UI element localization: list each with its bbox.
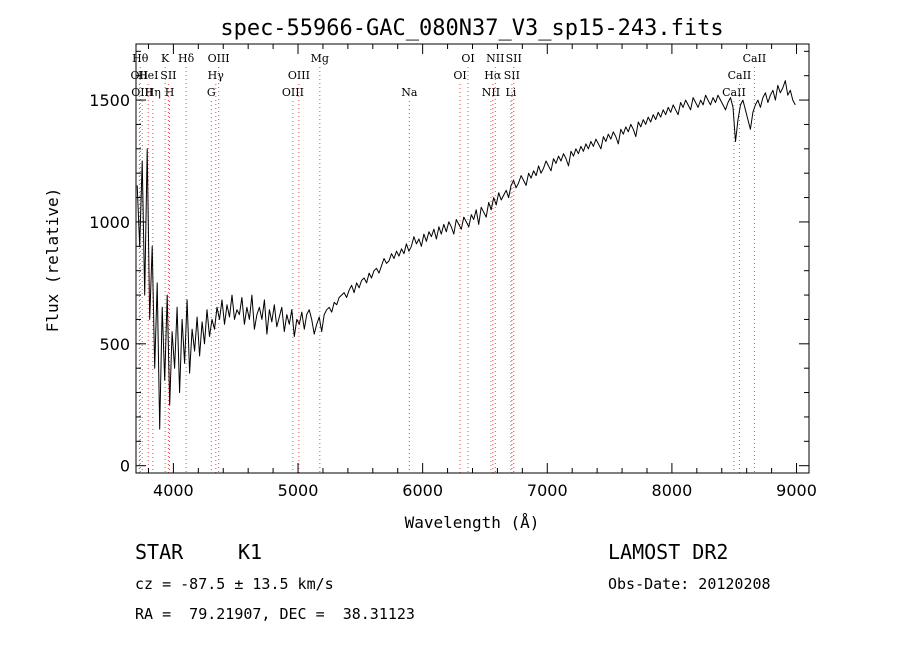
- line-marker-label: Na: [401, 86, 418, 99]
- x-tick-label: 5000: [278, 481, 319, 500]
- line-marker-label: HeI: [138, 69, 158, 82]
- plot-frame: [135, 43, 810, 474]
- y-tick-label: 500: [99, 335, 130, 354]
- line-marker-label: CaII: [728, 69, 752, 82]
- line-marker-label: Hα: [484, 69, 502, 82]
- line-marker-label: SII: [160, 69, 176, 82]
- line-marker-label: Li: [505, 86, 516, 99]
- y-tick-label: 1000: [89, 213, 130, 232]
- x-tick-label: 8000: [652, 481, 693, 500]
- line-marker-label: CaII: [743, 52, 767, 65]
- x-tick-label: 7000: [527, 481, 568, 500]
- x-tick-label: 9000: [776, 481, 817, 500]
- star-subclass: K1: [238, 540, 263, 564]
- survey-name: LAMOST DR2: [608, 540, 729, 564]
- line-marker-label: NII: [482, 86, 500, 99]
- star-class: STAR: [135, 540, 184, 564]
- x-tick-label: 4000: [153, 481, 194, 500]
- y-axis-label: Flux (relative): [43, 188, 62, 333]
- line-marker-label: OIII: [131, 86, 153, 99]
- line-marker-label: OIII: [282, 86, 304, 99]
- spectrum-line: [136, 80, 796, 430]
- line-marker-label: SII: [506, 52, 522, 65]
- coordinates: RA = 79.21907, DEC = 38.31123: [135, 605, 415, 623]
- emission-line-markers: OIIHθOIIIHeIHηKSIIHHδGHγOIIIOIIIOIIIMgNa…: [131, 52, 767, 473]
- line-marker-label: Mg: [311, 52, 329, 65]
- line-marker-label: CaII: [722, 86, 746, 99]
- line-marker-label: Hη: [145, 86, 161, 99]
- line-marker-label: OIII: [288, 69, 310, 82]
- line-marker-label: OIII: [208, 52, 230, 65]
- x-axis-label: Wavelength (Å): [405, 513, 540, 532]
- spectrum-series: [136, 80, 796, 430]
- axes: 4000 5000 6000 7000 8000 9000 0 500 1000 1500: [89, 44, 817, 500]
- line-marker-label: Hγ: [208, 69, 225, 82]
- line-marker-label: Hδ: [178, 52, 195, 65]
- y-tick-label: 1500: [89, 91, 130, 110]
- observation-date: Obs-Date: 20120208: [608, 575, 771, 593]
- line-marker-label: K: [161, 52, 170, 65]
- y-tick-label: 0: [120, 457, 130, 476]
- line-marker-label: SII: [504, 69, 520, 82]
- line-marker-label: OI: [461, 52, 474, 65]
- line-marker-label: G: [207, 86, 216, 99]
- line-marker-label: H: [165, 86, 175, 99]
- line-marker-label: Hθ: [132, 52, 149, 65]
- x-tick-label: 6000: [402, 481, 443, 500]
- line-marker-label: OI: [453, 69, 466, 82]
- chart-title: spec-55966-GAC_080N37_V3_sp15-243.fits: [220, 16, 723, 41]
- line-marker-label: NII: [486, 52, 504, 65]
- radial-velocity: cz = -87.5 ± 13.5 km/s: [135, 575, 334, 593]
